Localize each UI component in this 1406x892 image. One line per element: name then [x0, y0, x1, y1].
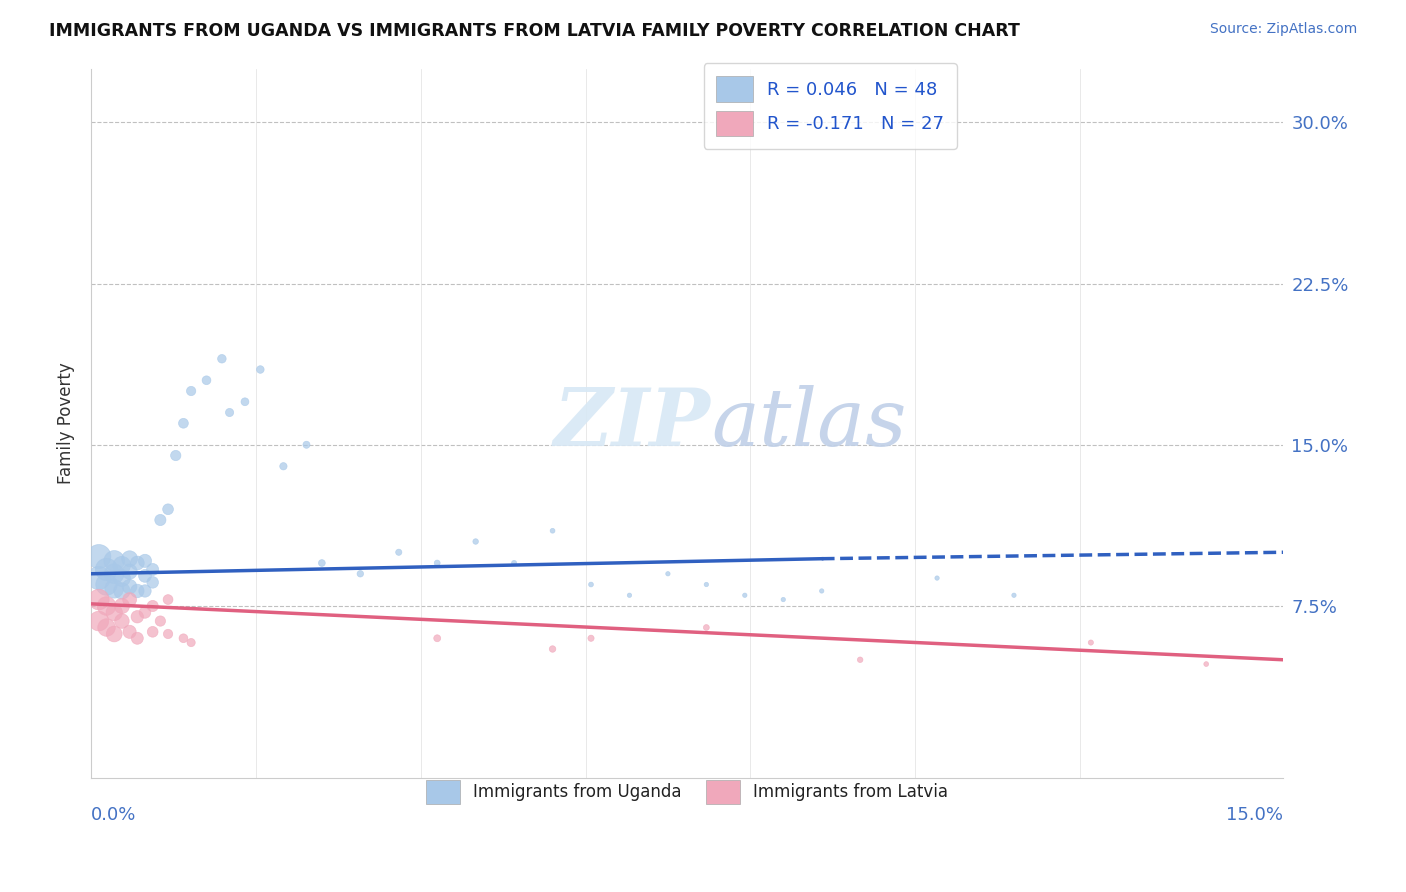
Point: [134, 584, 156, 599]
Point: [273, 459, 295, 474]
Point: [295, 438, 318, 452]
Point: [142, 575, 165, 590]
Point: [87, 614, 110, 628]
Point: [579, 632, 602, 646]
Point: [103, 627, 125, 641]
Point: [849, 653, 872, 667]
Point: [249, 362, 271, 376]
Point: [695, 620, 717, 634]
Point: [772, 592, 794, 607]
Point: [87, 571, 110, 585]
Point: [311, 556, 333, 570]
Point: [118, 551, 141, 566]
Point: [111, 584, 134, 599]
Point: [1080, 635, 1102, 649]
Point: [134, 554, 156, 568]
Point: [103, 554, 125, 568]
Text: 0.0%: 0.0%: [91, 806, 136, 824]
Point: [103, 566, 125, 581]
Point: [233, 394, 256, 409]
Point: [157, 502, 180, 516]
Point: [464, 534, 486, 549]
Point: [619, 588, 641, 602]
Point: [157, 592, 180, 607]
Point: [118, 624, 141, 639]
Point: [172, 632, 194, 646]
Point: [142, 562, 165, 576]
Point: [349, 566, 371, 581]
Text: IMMIGRANTS FROM UGANDA VS IMMIGRANTS FROM LATVIA FAMILY POVERTY CORRELATION CHAR: IMMIGRANTS FROM UGANDA VS IMMIGRANTS FRO…: [49, 22, 1021, 40]
Point: [127, 632, 149, 646]
Point: [195, 373, 218, 387]
Point: [149, 614, 172, 628]
Point: [1195, 657, 1218, 671]
Point: [118, 580, 141, 594]
Point: [657, 566, 679, 581]
Point: [111, 614, 134, 628]
Point: [127, 609, 149, 624]
Point: [96, 577, 118, 591]
Point: [103, 606, 125, 620]
Point: [111, 571, 134, 585]
Legend: Immigrants from Uganda, Immigrants from Latvia: Immigrants from Uganda, Immigrants from …: [418, 772, 956, 813]
Point: [734, 588, 756, 602]
Y-axis label: Family Poverty: Family Poverty: [58, 362, 75, 484]
Point: [218, 405, 240, 419]
Point: [118, 565, 141, 579]
Point: [541, 642, 564, 657]
Text: ZIP: ZIP: [554, 384, 711, 462]
Point: [211, 351, 233, 366]
Point: [142, 599, 165, 613]
Text: Source: ZipAtlas.com: Source: ZipAtlas.com: [1209, 22, 1357, 37]
Point: [134, 569, 156, 583]
Point: [1002, 588, 1025, 602]
Point: [180, 635, 202, 649]
Point: [96, 562, 118, 576]
Point: [118, 592, 141, 607]
Point: [127, 584, 149, 599]
Point: [426, 556, 449, 570]
Point: [157, 627, 180, 641]
Point: [142, 624, 165, 639]
Point: [111, 599, 134, 613]
Point: [810, 584, 832, 599]
Point: [503, 556, 526, 570]
Point: [134, 606, 156, 620]
Point: [96, 599, 118, 613]
Point: [87, 549, 110, 564]
Point: [149, 513, 172, 527]
Point: [180, 384, 202, 398]
Text: 15.0%: 15.0%: [1226, 806, 1284, 824]
Point: [111, 558, 134, 573]
Point: [87, 592, 110, 607]
Point: [172, 417, 194, 431]
Point: [541, 524, 564, 538]
Text: atlas: atlas: [711, 384, 907, 462]
Point: [925, 571, 948, 585]
Point: [103, 582, 125, 596]
Point: [695, 577, 717, 591]
Point: [426, 632, 449, 646]
Point: [579, 577, 602, 591]
Point: [165, 449, 187, 463]
Point: [127, 556, 149, 570]
Point: [388, 545, 411, 559]
Point: [96, 620, 118, 634]
